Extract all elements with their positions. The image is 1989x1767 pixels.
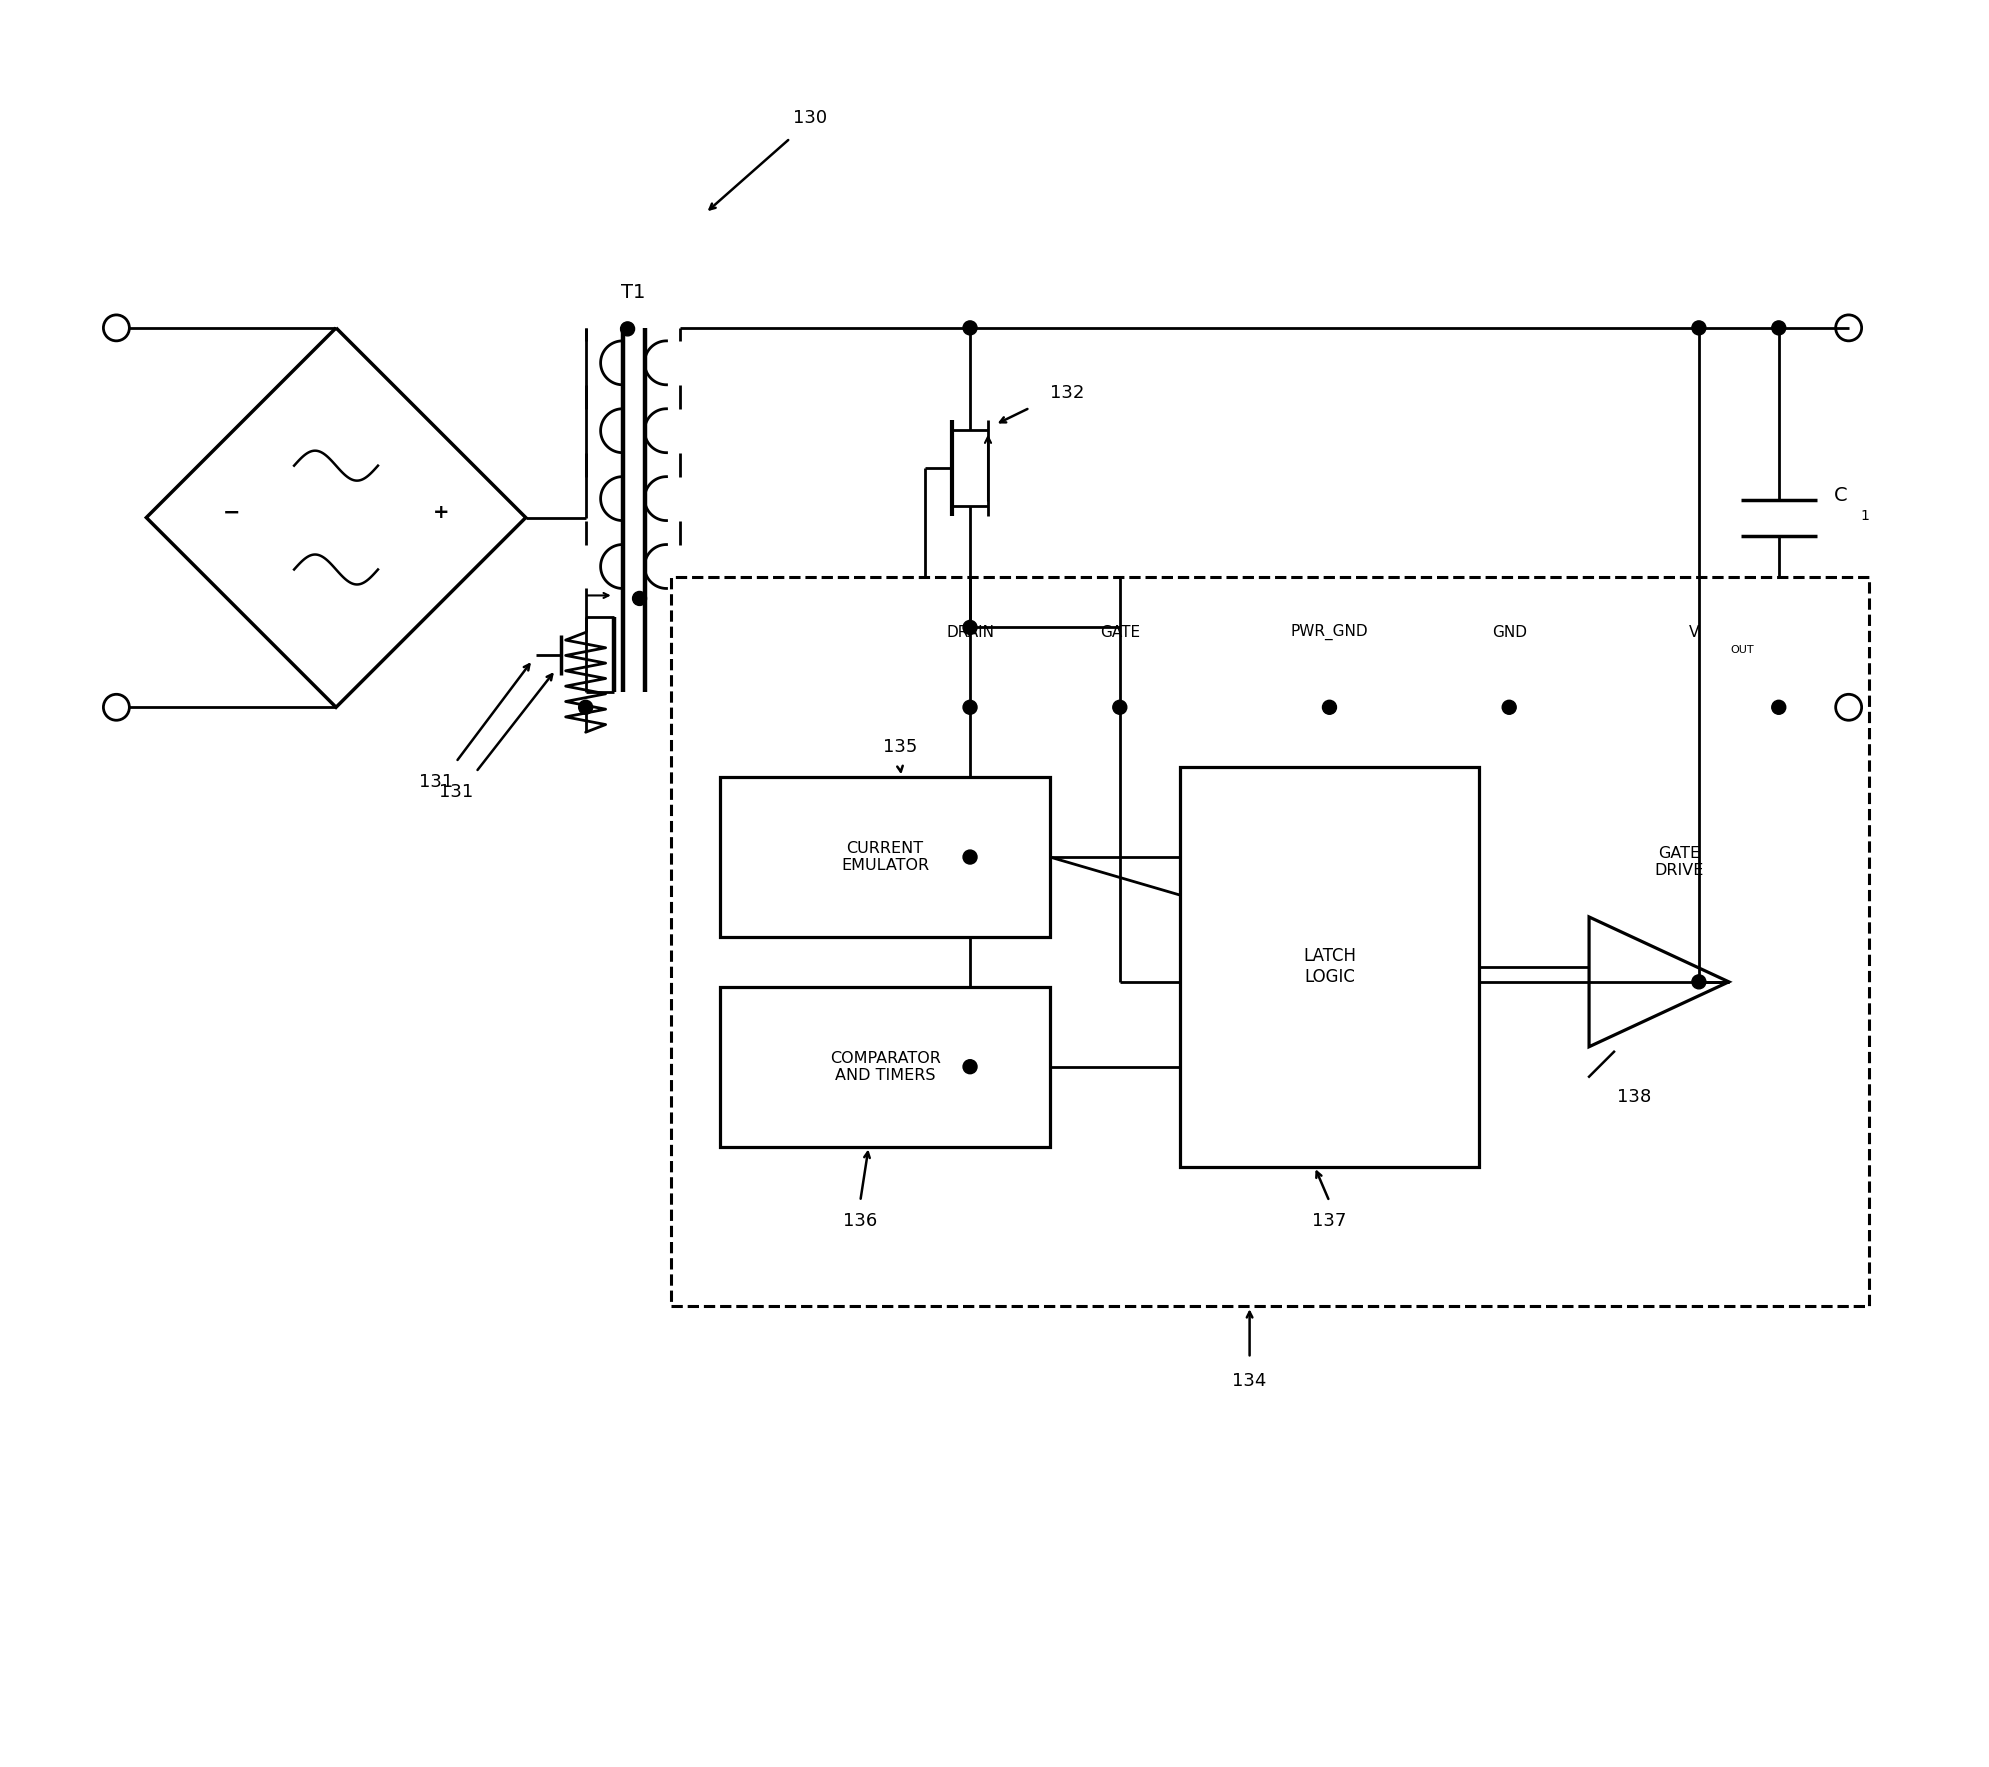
Text: 137: 137 bbox=[1311, 1212, 1347, 1230]
Circle shape bbox=[963, 850, 977, 864]
Bar bbox=[720, 777, 1050, 937]
Text: 132: 132 bbox=[1050, 383, 1084, 401]
Text: CURRENT
EMULATOR: CURRENT EMULATOR bbox=[841, 841, 929, 873]
Text: −: − bbox=[223, 502, 241, 523]
Circle shape bbox=[633, 592, 646, 606]
Circle shape bbox=[1770, 322, 1784, 336]
Circle shape bbox=[1691, 975, 1705, 990]
Circle shape bbox=[963, 322, 977, 336]
Text: 130: 130 bbox=[794, 110, 827, 127]
Text: GATE: GATE bbox=[1100, 626, 1140, 640]
Bar bbox=[1179, 767, 1478, 1166]
Circle shape bbox=[963, 700, 977, 714]
Text: 131: 131 bbox=[418, 774, 453, 792]
Text: DRAIN: DRAIN bbox=[945, 626, 994, 640]
Circle shape bbox=[1770, 700, 1784, 714]
Text: COMPARATOR
AND TIMERS: COMPARATOR AND TIMERS bbox=[829, 1051, 941, 1083]
Text: 138: 138 bbox=[1615, 1088, 1651, 1106]
Circle shape bbox=[1112, 700, 1126, 714]
Circle shape bbox=[963, 1060, 977, 1074]
Text: 134: 134 bbox=[1231, 1373, 1267, 1391]
Circle shape bbox=[579, 700, 593, 714]
Text: +: + bbox=[432, 504, 450, 521]
Circle shape bbox=[621, 322, 634, 336]
Text: OUT: OUT bbox=[1730, 645, 1754, 656]
Circle shape bbox=[963, 620, 977, 634]
Text: C: C bbox=[1832, 486, 1846, 505]
Text: GATE
DRIVE: GATE DRIVE bbox=[1653, 846, 1703, 878]
Text: T1: T1 bbox=[621, 283, 646, 302]
Circle shape bbox=[1323, 700, 1337, 714]
Text: 131: 131 bbox=[438, 783, 473, 800]
Text: PWR_GND: PWR_GND bbox=[1291, 624, 1368, 640]
Text: LATCH
LOGIC: LATCH LOGIC bbox=[1303, 947, 1355, 986]
Text: 1: 1 bbox=[1860, 509, 1868, 523]
Bar bbox=[720, 986, 1050, 1147]
Circle shape bbox=[1502, 700, 1516, 714]
Bar bbox=[670, 578, 1868, 1306]
Text: GND: GND bbox=[1492, 626, 1526, 640]
Text: 136: 136 bbox=[843, 1212, 877, 1230]
Text: 135: 135 bbox=[883, 739, 917, 756]
Text: V: V bbox=[1689, 626, 1699, 640]
Circle shape bbox=[1691, 322, 1705, 336]
